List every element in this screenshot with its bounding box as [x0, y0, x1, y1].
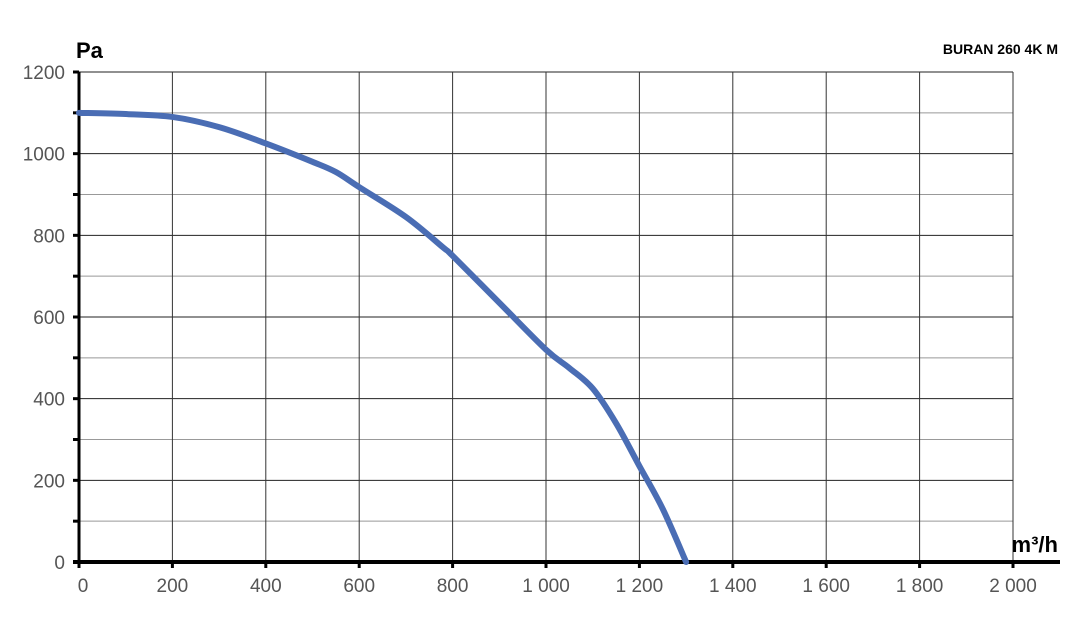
x-tick-label: 1 400	[709, 576, 757, 597]
x-tick-label: 1 200	[616, 576, 664, 597]
x-tick-label: 400	[250, 576, 282, 597]
y-tick-label: 600	[33, 308, 65, 329]
y-tick-label: 800	[33, 226, 65, 247]
x-tick-label: 0	[78, 576, 89, 597]
axes	[73, 70, 1060, 568]
y-tick-label: 200	[33, 471, 65, 492]
x-tick-label: 200	[157, 576, 189, 597]
x-tick-label: 600	[343, 576, 375, 597]
series	[76, 109, 690, 565]
x-tick-label: 1 600	[802, 576, 850, 597]
y-axis-label: Pa	[76, 38, 104, 63]
grid	[79, 71, 1014, 562]
x-axis-label: m³/h	[1012, 532, 1058, 557]
pressure-curve	[76, 109, 690, 565]
y-tick-label: 1000	[23, 145, 65, 166]
x-tick-label: 1 800	[896, 576, 944, 597]
y-tick-label: 0	[54, 553, 65, 574]
x-tick-label: 1 000	[522, 576, 570, 597]
x-tick-label: 2 000	[989, 576, 1037, 597]
x-tick-label: 800	[437, 576, 469, 597]
y-tick-label: 1200	[23, 63, 65, 84]
chart-title: BURAN 260 4K M	[943, 41, 1058, 57]
y-tick-label: 400	[33, 390, 65, 411]
